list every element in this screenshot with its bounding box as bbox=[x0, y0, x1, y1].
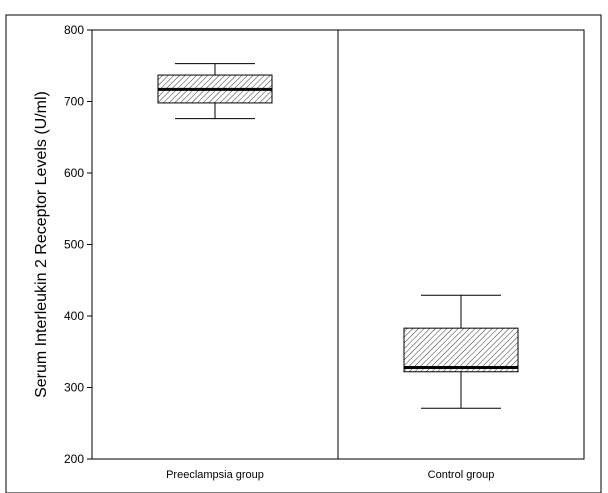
y-tick-label: 700 bbox=[64, 95, 84, 109]
y-tick-label: 200 bbox=[64, 452, 84, 466]
y-tick-label: 300 bbox=[64, 381, 84, 395]
outer-border bbox=[5, 14, 602, 493]
x-category-label: Control group bbox=[428, 469, 495, 481]
x-category-label: Preeclampsia group bbox=[166, 469, 264, 481]
y-tick-label: 500 bbox=[64, 238, 84, 252]
y-tick-label: 600 bbox=[64, 166, 84, 180]
y-axis-title: Serum Interleukin 2 Receptor Levels (U/m… bbox=[33, 91, 50, 398]
y-tick-label: 400 bbox=[64, 309, 84, 323]
box-iqr bbox=[403, 327, 519, 373]
plot-area: 200 300 400 500 600 700 800 Preeclampsia group C… bbox=[64, 23, 585, 481]
y-tick-label: 800 bbox=[64, 23, 84, 37]
